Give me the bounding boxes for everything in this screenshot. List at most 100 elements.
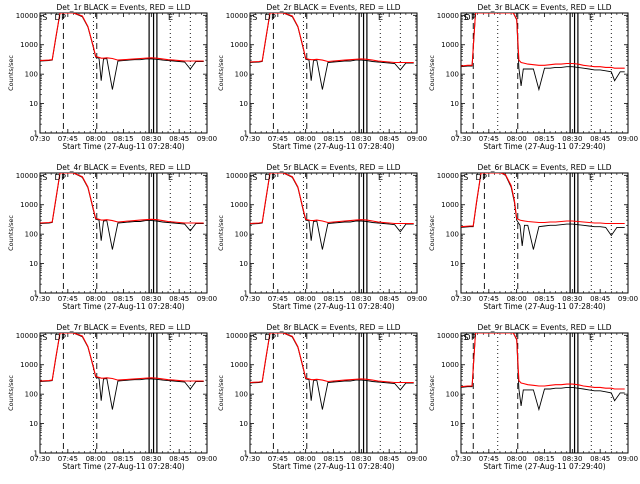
x-axis-label: Start Time (27-Aug-11 07:29:40) [483,462,605,471]
chart-title: Det_4r BLACK = Events, RED = LLD [56,163,190,172]
y-tick-label: 100 [25,71,38,79]
x-tick-label: 08:30 [351,135,371,143]
x-tick-label: 08:00 [296,455,316,463]
plot-frame [249,172,418,294]
x-axis-label: Start Time (27-Aug-11 07:28:40) [483,302,605,311]
x-tick-label: 08:30 [351,455,371,463]
y-axis-label: Counts/sec [217,215,225,251]
y-tick-label: 10 [239,260,248,268]
plot-area [40,173,204,293]
y-tick-label: 1 [244,130,248,138]
plot-frame [460,12,629,134]
y-tick-label: 1000 [20,41,38,49]
x-tick-label: 07:45 [479,455,499,463]
chart-panel-3: Det_3r BLACK = Events, RED = LLD 1 10 100 10… [428,3,638,151]
marker-letter-P: P [61,173,66,182]
y-tick-label: 10 [450,420,459,428]
x-axis-label: Start Time (27-Aug-11 07:28:40) [272,142,394,151]
x-tick-label: 09:00 [197,455,217,463]
series-line-events [461,333,625,412]
series-line-events [40,13,204,90]
marker-letter-S: S [42,13,47,22]
x-tick-label: 08:45 [379,455,399,463]
y-axis-label: Counts/sec [428,55,436,91]
x-tick-label: 07:30 [240,135,260,143]
x-tick-label: 08:00 [507,455,527,463]
x-tick-label: 08:30 [141,455,161,463]
y-tick-label: 10 [29,420,38,428]
marker-letter-P: P [61,13,66,22]
marker-letter-D: D [264,13,270,22]
marker-letter-E: E [589,333,594,342]
y-tick-label: 10 [450,260,459,268]
y-tick-label: 1 [34,130,38,138]
marker-letter-D: D [464,333,470,342]
chart-title: Det_8r BLACK = Events, RED = LLD [266,323,400,332]
marker-letter-D: D [264,333,270,342]
plot-area [40,333,204,453]
x-tick-label: 07:45 [268,295,288,303]
y-tick-label: 100 [25,391,38,399]
x-axis-label: Start Time (27-Aug-11 07:29:40) [483,142,605,151]
marker-letter-S: S [42,333,47,342]
x-tick-label: 08:45 [379,135,399,143]
series-line-lld [461,333,625,390]
chart-title: Det_3r BLACK = Events, RED = LLD [477,3,611,12]
plot-frame [39,332,208,454]
x-tick-label: 08:00 [507,295,527,303]
chart-title: Det_6r BLACK = Events, RED = LLD [477,163,611,172]
x-tick-label: 08:45 [590,295,610,303]
y-axis-label: Counts/sec [217,55,225,91]
x-tick-label: 08:30 [141,295,161,303]
y-tick-label: 100 [446,391,459,399]
x-tick-label: 08:15 [323,455,343,463]
chart-panel-5: Det_5r BLACK = Events, RED = LLD 1 10 100 10… [217,163,427,311]
plot-frame [249,12,418,134]
y-tick-label: 1 [34,290,38,298]
x-tick-label: 07:30 [451,295,471,303]
y-tick-label: 100 [446,231,459,239]
marker-letter-P: P [271,173,276,182]
marker-letter-P: P [271,333,276,342]
chart-panel-6: Det_6r BLACK = Events, RED = LLD 1 10 100 10… [428,163,638,311]
x-axis-label: Start Time (27-Aug-11 07:28:40) [272,462,394,471]
y-tick-label: 10 [450,100,459,108]
series-line-events [461,173,625,250]
y-tick-label: 100 [25,231,38,239]
x-tick-label: 08:15 [323,135,343,143]
x-tick-label: 08:00 [86,295,106,303]
plot-area [461,333,625,453]
plot-frame [39,172,208,294]
series-line-events [461,13,625,92]
x-tick-label: 08:15 [113,295,133,303]
marker-letter-D: D [464,13,470,22]
x-tick-label: 07:30 [30,135,50,143]
x-tick-label: 07:30 [30,295,50,303]
x-tick-label: 08:00 [86,135,106,143]
x-axis-label: Start Time (27-Aug-11 07:28:40) [62,302,184,311]
marker-letter-P: P [471,13,476,22]
y-tick-label: 10000 [226,332,248,340]
x-tick-label: 08:45 [169,295,189,303]
marker-letter-S: S [252,333,257,342]
x-tick-label: 09:00 [618,455,638,463]
marker-letter-S: S [463,13,468,22]
marker-letter-D: D [264,173,270,182]
y-tick-label: 1000 [230,41,248,49]
y-tick-label: 1000 [441,361,459,369]
marker-letter-E: E [378,13,383,22]
marker-letter-E: E [378,333,383,342]
x-tick-label: 08:30 [562,295,582,303]
series-line-lld [40,333,204,382]
y-tick-label: 1000 [441,41,459,49]
plot-area [461,13,625,133]
marker-letter-S: S [252,173,257,182]
x-axis-label: Start Time (27-Aug-11 07:28:40) [62,462,184,471]
y-axis-label: Counts/sec [7,215,15,251]
x-tick-label: 07:45 [58,295,78,303]
plot-area [461,173,625,293]
marker-letter-E: E [168,333,173,342]
plot-frame [249,332,418,454]
